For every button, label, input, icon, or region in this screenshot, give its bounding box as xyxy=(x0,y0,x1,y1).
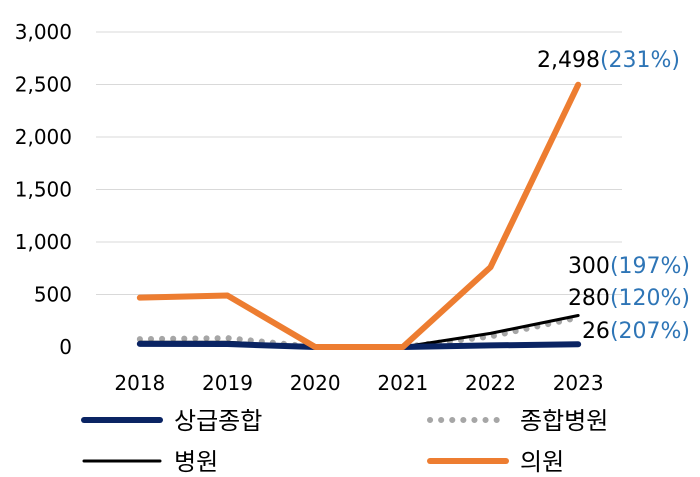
legend-label: 의원 xyxy=(520,448,564,476)
x-tick-label: 2023 xyxy=(553,371,604,395)
data-annotations: 2,498(231%)300(197%)280(120%)26(207%) xyxy=(537,48,690,344)
y-tick-label: 3,000 xyxy=(15,20,72,44)
x-tick-label: 2019 xyxy=(202,371,253,395)
y-tick-label: 1,000 xyxy=(15,230,72,254)
legend-label: 종합병원 xyxy=(520,407,608,435)
y-tick-label: 2,000 xyxy=(15,125,72,149)
x-tick-label: 2018 xyxy=(114,371,165,395)
gridlines xyxy=(96,31,622,295)
annotation-percent: (231%) xyxy=(600,48,680,73)
annotation-value: 280 xyxy=(568,286,610,311)
annotation-의원: 2,498(231%) xyxy=(537,48,680,73)
annotation-value: 300 xyxy=(568,254,610,279)
y-tick-label: 500 xyxy=(34,283,72,307)
legend-label: 상급종합 xyxy=(174,407,262,435)
y-axis-ticks: 0 500 1,000 1,500 2,000 2,500 3,000 xyxy=(15,20,72,359)
x-axis-ticks: 2018 2019 2020 2021 2022 2023 xyxy=(114,371,603,395)
legend-item-병원: 병원 xyxy=(82,448,218,476)
y-tick-label: 1,500 xyxy=(15,178,72,202)
annotation-value: 2,498 xyxy=(537,48,600,73)
annotation-percent: (197%) xyxy=(610,254,690,279)
x-tick-label: 2020 xyxy=(290,371,341,395)
annotation-percent: (207%) xyxy=(610,319,690,344)
x-tick-label: 2022 xyxy=(465,371,516,395)
series-lines xyxy=(136,81,582,350)
x-tick-label: 2021 xyxy=(377,371,428,395)
y-tick-label: 2,500 xyxy=(15,73,72,97)
annotation-상급종합: 26(207%) xyxy=(582,319,690,344)
annotation-종합병원: 280(120%) xyxy=(568,286,690,311)
annotation-병원: 300(197%) xyxy=(568,254,690,279)
legend-item-종합병원: 종합병원 xyxy=(427,407,608,435)
annotation-percent: (120%) xyxy=(610,286,690,311)
legend-item-상급종합: 상급종합 xyxy=(81,407,262,435)
y-tick-label: 0 xyxy=(59,335,72,359)
legend-item-의원: 의원 xyxy=(427,448,564,476)
series-line-의원 xyxy=(136,81,582,350)
legend-label: 병원 xyxy=(174,448,218,476)
annotation-value: 26 xyxy=(582,319,610,344)
